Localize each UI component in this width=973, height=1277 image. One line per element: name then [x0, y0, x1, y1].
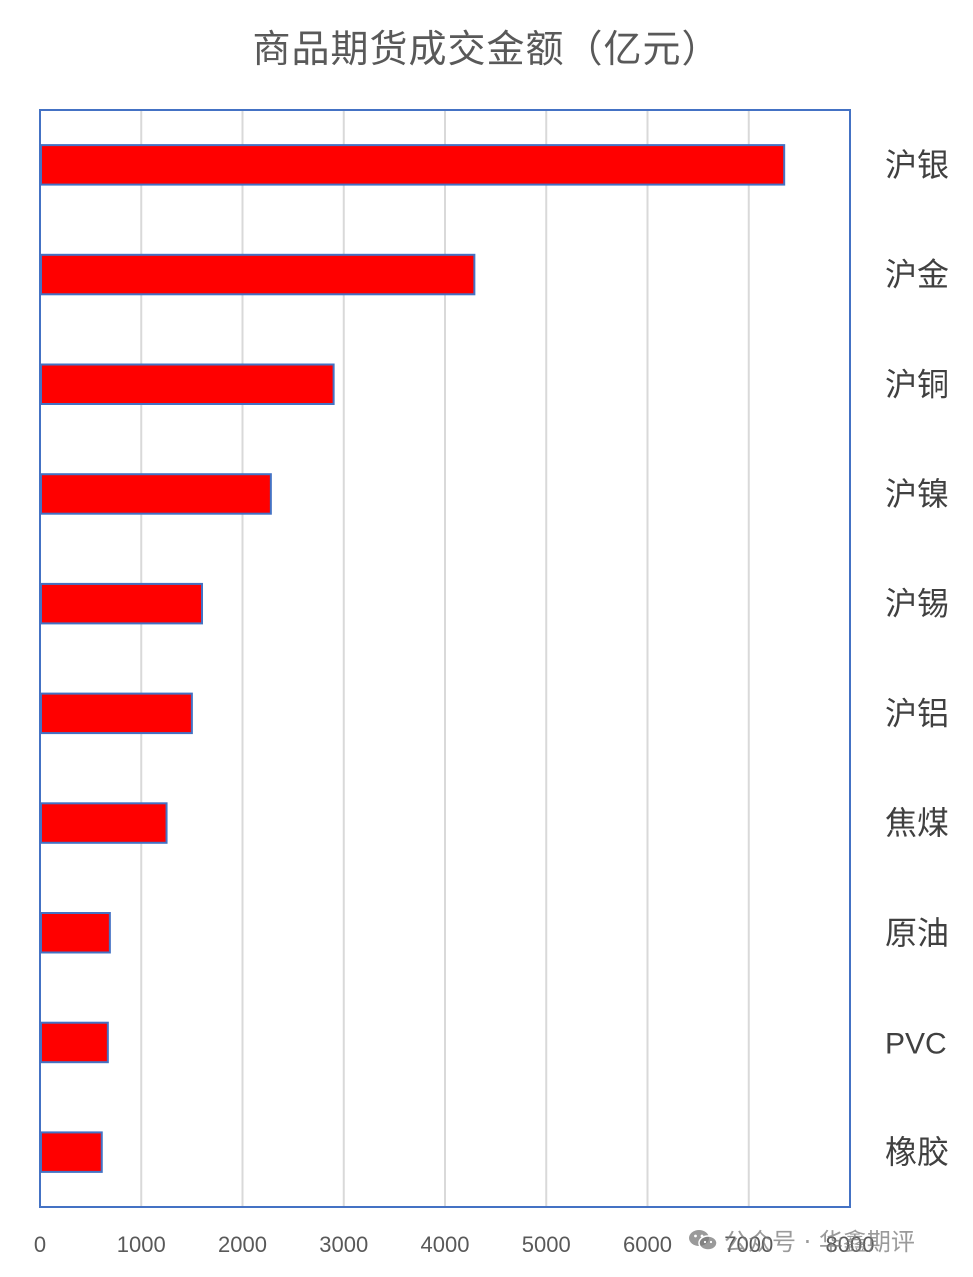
- plot-border: [39, 109, 851, 1208]
- wechat-icon: [689, 1229, 718, 1251]
- watermark-text: 公众号 · 华鑫期评: [724, 1228, 915, 1256]
- category-label: 沪铝: [885, 694, 949, 732]
- bar-5: [40, 582, 203, 625]
- bar-6: [40, 692, 193, 735]
- x-tick-label: 5000: [522, 1232, 571, 1257]
- x-tick-label: 6000: [623, 1232, 672, 1257]
- category-label: 沪银: [885, 146, 949, 184]
- chart-title: 商品期货成交金额（亿元）: [252, 27, 721, 71]
- category-label: 沪金: [885, 256, 949, 294]
- bar-2: [40, 253, 476, 296]
- plot-frame: [39, 109, 851, 1208]
- category-label: 橡胶: [885, 1133, 949, 1171]
- category-label: PVC: [885, 1027, 947, 1060]
- category-label: 沪锡: [885, 585, 949, 623]
- x-axis-tick-labels: 0 1000 2000 3000 4000 5000 6000 7000 8000: [34, 1232, 875, 1257]
- bar-8: [40, 912, 111, 954]
- category-label: 沪铜: [885, 365, 949, 403]
- category-label: 沪镍: [885, 475, 949, 513]
- bar-1: [40, 144, 786, 186]
- x-tick-label: 3000: [319, 1232, 368, 1257]
- category-label: 焦煤: [885, 804, 949, 842]
- x-tick-label: 7000: [724, 1232, 773, 1257]
- bar-9: [40, 1021, 109, 1064]
- x-tick-label: 4000: [421, 1232, 470, 1257]
- watermark: 公众号 · 华鑫期评: [688, 1222, 915, 1257]
- bars: [40, 144, 786, 1173]
- x-tick-label: 0: [34, 1232, 46, 1257]
- x-tick-label: 1000: [117, 1232, 166, 1257]
- x-tick-label: 8000: [826, 1232, 875, 1257]
- bar-3: [40, 363, 335, 405]
- bar-7: [40, 802, 168, 844]
- bar-4: [40, 473, 272, 515]
- category-label: 原油: [885, 914, 949, 952]
- bar-10: [40, 1131, 103, 1173]
- x-tick-label: 2000: [218, 1232, 267, 1257]
